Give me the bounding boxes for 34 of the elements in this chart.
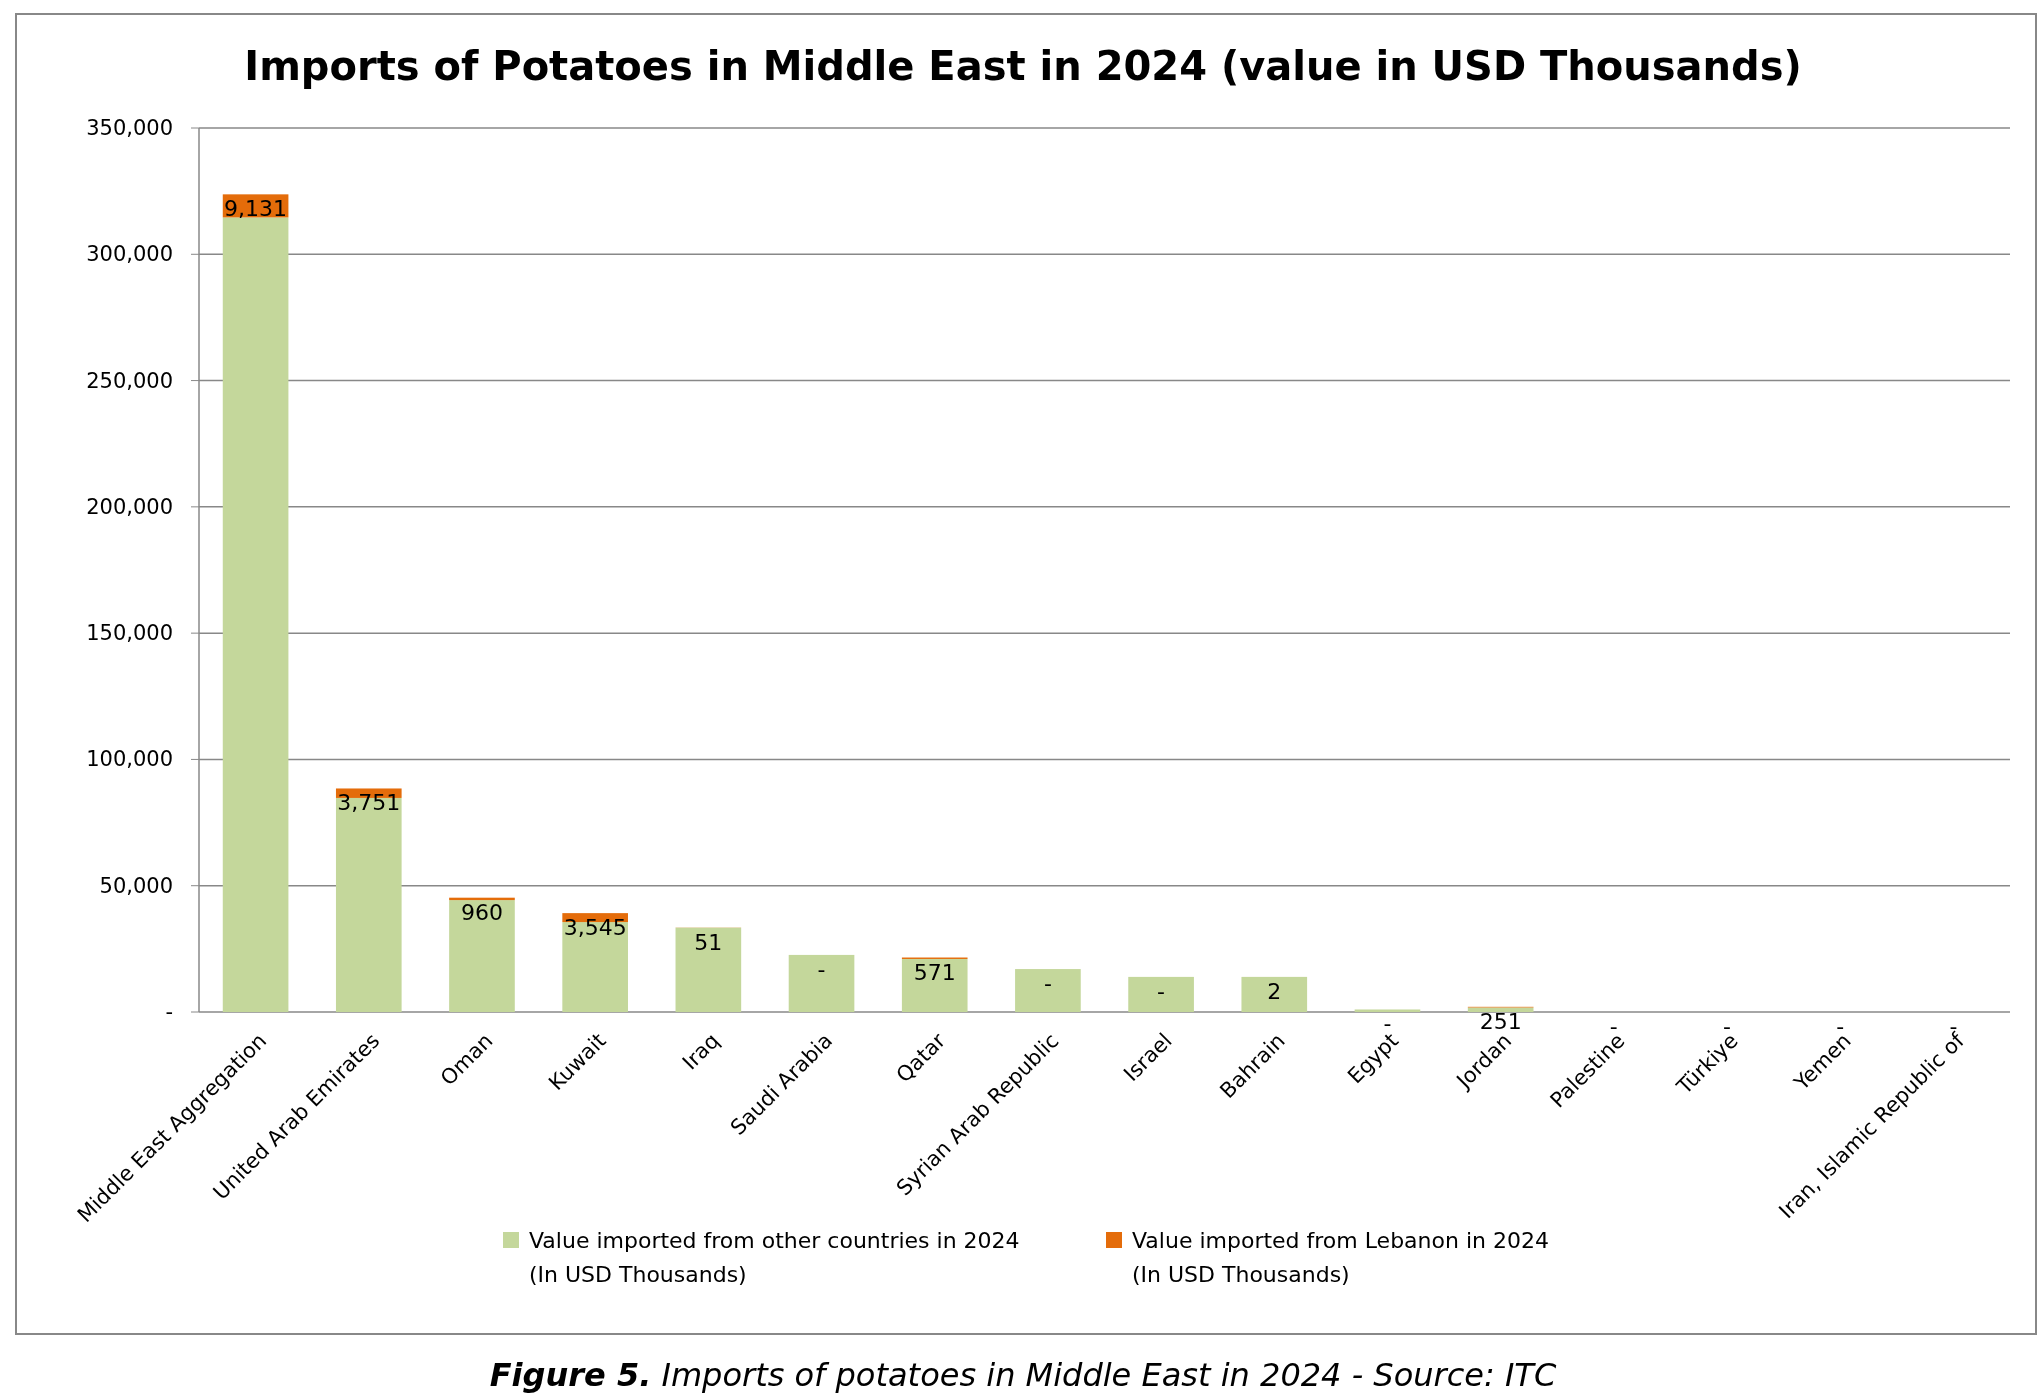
caption: Figure 5. Imports of potatoes in Middle East in 2024 - Source: ITC xyxy=(489,1356,1557,1394)
bar xyxy=(675,927,742,1012)
y-tick-label: 50,000 xyxy=(99,873,173,898)
y-tick-label: 100,000 xyxy=(86,747,173,772)
data-label: 9,131 xyxy=(224,196,288,222)
y-tick-label: 250,000 xyxy=(86,368,173,393)
data-label: 51 xyxy=(694,929,723,955)
chart-title: Imports of Potatoes in Middle East in 2024 (value in USD Thousands) xyxy=(244,43,1802,89)
data-label: 3,545 xyxy=(563,915,627,941)
data-label: - xyxy=(1043,971,1052,997)
data-label: - xyxy=(1157,978,1166,1004)
legend-label: Value imported from Lebanon in 2024 (In USD Thousands) xyxy=(1132,1228,1549,1287)
y-tick-label: 200,000 xyxy=(86,494,173,519)
data-label: 2 xyxy=(1267,978,1282,1004)
y-tick-label: 300,000 xyxy=(86,242,173,267)
y-tick-label: 150,000 xyxy=(86,621,173,646)
bar xyxy=(222,217,289,1012)
bar xyxy=(1354,1009,1421,1012)
data-label: 251 xyxy=(1479,1008,1522,1034)
x-tick-label: Iraq xyxy=(677,1028,724,1075)
bar xyxy=(1015,969,1081,1012)
data-label: 3,751 xyxy=(337,790,401,816)
bar xyxy=(788,954,855,1012)
bar xyxy=(1128,976,1194,1012)
bar xyxy=(901,958,968,1012)
bar xyxy=(1241,976,1308,1012)
bar xyxy=(1467,1007,1534,1012)
data-label: 571 xyxy=(913,959,956,985)
legend-label: Value imported from other countries in 2024 (In USD Thousands) xyxy=(529,1228,1020,1287)
data-label: 960 xyxy=(460,899,503,925)
bar xyxy=(449,900,515,1012)
data-label: - xyxy=(817,956,826,982)
y-tick-label: - xyxy=(165,1000,173,1024)
y-tick-label: 350,000 xyxy=(86,116,173,140)
